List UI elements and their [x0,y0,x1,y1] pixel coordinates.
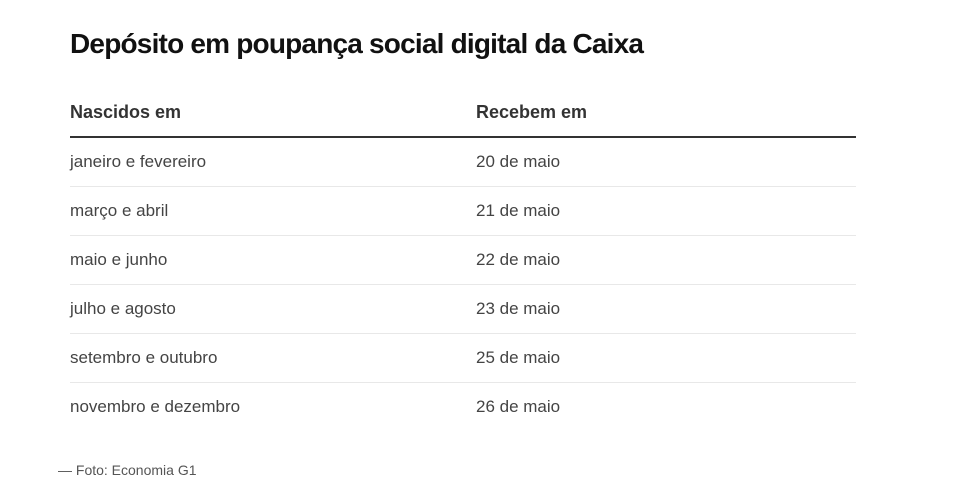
receive-on-cell: 26 de maio [476,397,561,416]
born-in-cell: novembro e dezembro [70,397,241,416]
receive-on-cell: 21 de maio [476,201,561,220]
photo-credit-caption: — Foto: Economia G1 [58,462,197,478]
receive-on-cell: 20 de maio [476,152,561,171]
table-row: setembro e outubro 25 de maio [70,334,856,383]
table-row: maio e junho 22 de maio [70,236,856,285]
receive-on-cell: 22 de maio [476,250,561,269]
born-in-cell: setembro e outubro [70,348,218,367]
receive-on-cell: 25 de maio [476,348,561,367]
born-in-cell: março e abril [70,201,169,220]
born-in-cell: julho e agosto [70,299,176,318]
receive-on-cell: 23 de maio [476,299,561,318]
page-title: Depósito em poupança social digital da C… [70,28,644,59]
schedule-table: Nascidos em Recebem em janeiro e feverei… [70,88,856,431]
born-in-cell: maio e junho [70,250,168,269]
table-header-row: Nascidos em Recebem em [70,88,856,138]
table-row: janeiro e fevereiro 20 de maio [70,138,856,187]
table-row: julho e agosto 23 de maio [70,285,856,334]
table-row: março e abril 21 de maio [70,187,856,236]
born-in-cell: janeiro e fevereiro [70,152,207,171]
header-receive-on: Recebem em [476,101,588,122]
table-row: novembro e dezembro 26 de maio [70,383,856,431]
header-born-in: Nascidos em [70,101,182,122]
